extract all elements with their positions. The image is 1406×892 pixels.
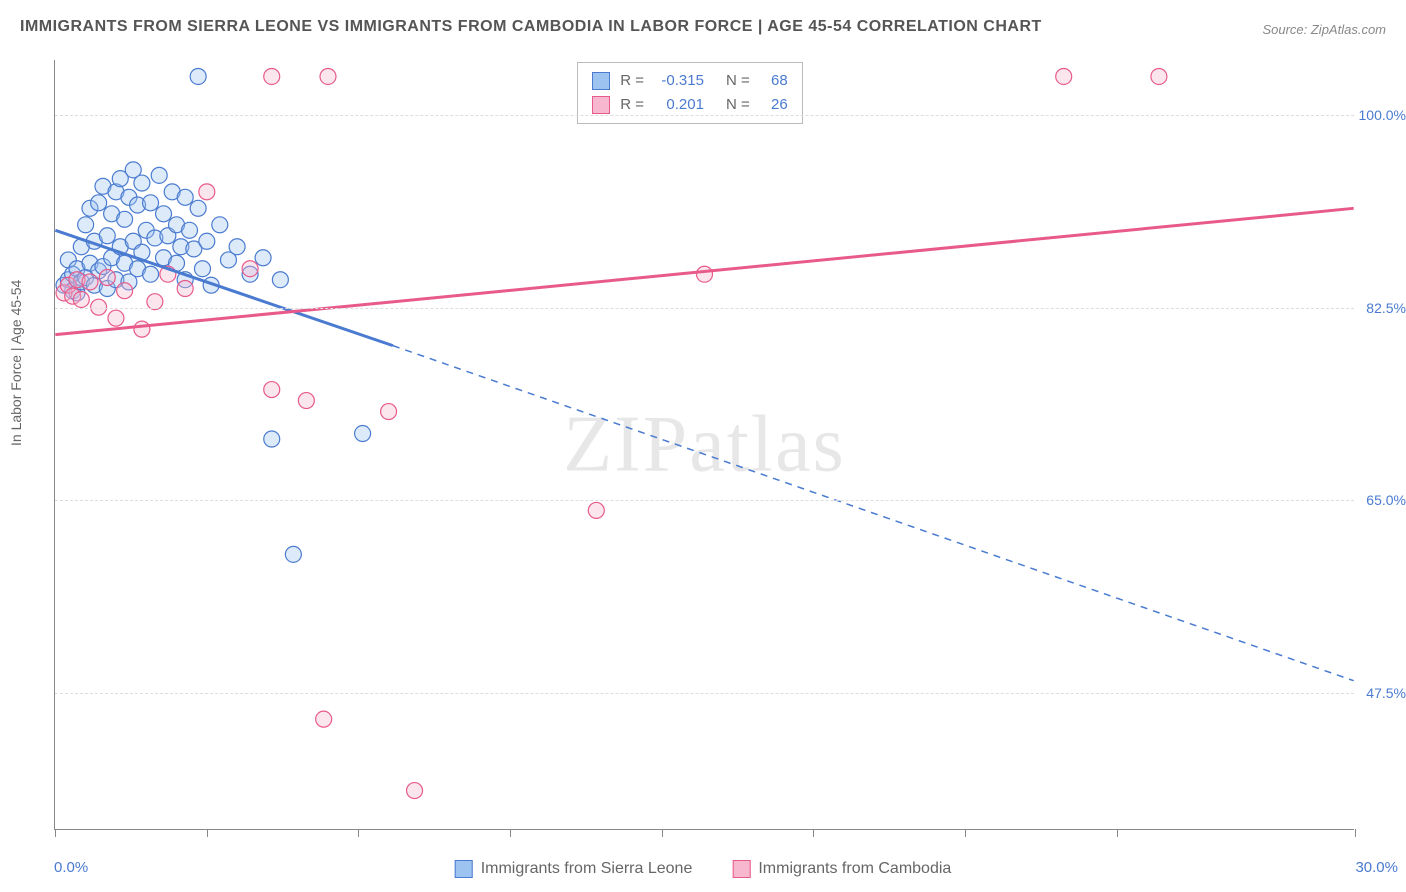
- data-point: [264, 68, 280, 84]
- x-tick: [965, 829, 966, 837]
- legend-item-series2: Immigrants from Cambodia: [732, 860, 951, 878]
- data-point: [381, 404, 397, 420]
- gridline: [55, 115, 1354, 116]
- x-tick: [510, 829, 511, 837]
- x-tick: [1117, 829, 1118, 837]
- data-point: [143, 266, 159, 282]
- inset-r-label: R =: [620, 93, 644, 117]
- x-tick: [1355, 829, 1356, 837]
- data-point: [117, 283, 133, 299]
- data-point: [91, 195, 107, 211]
- data-point: [285, 546, 301, 562]
- inset-legend-row: R = 0.201 N = 26: [592, 93, 788, 117]
- x-axis-min-label: 0.0%: [54, 859, 88, 876]
- data-point: [316, 711, 332, 727]
- source-label: Source: ZipAtlas.com: [1262, 22, 1386, 37]
- data-point: [298, 393, 314, 409]
- data-point: [199, 233, 215, 249]
- data-point: [264, 431, 280, 447]
- data-point: [199, 184, 215, 200]
- chart-title: IMMIGRANTS FROM SIERRA LEONE VS IMMIGRAN…: [20, 18, 1042, 36]
- chart-svg: [55, 60, 1354, 829]
- x-tick: [662, 829, 663, 837]
- data-point: [182, 222, 198, 238]
- data-point: [73, 291, 89, 307]
- data-point: [320, 68, 336, 84]
- data-point: [151, 167, 167, 183]
- data-point: [255, 250, 271, 266]
- data-point: [78, 217, 94, 233]
- inset-n-value: 26: [760, 93, 788, 117]
- legend-swatch-2: [732, 860, 750, 878]
- data-point: [588, 502, 604, 518]
- data-point: [99, 270, 115, 286]
- data-point: [355, 426, 371, 442]
- inset-r-label: R =: [620, 69, 644, 93]
- data-point: [407, 783, 423, 799]
- data-point: [242, 261, 258, 277]
- inset-n-label: N =: [726, 93, 750, 117]
- data-point: [264, 382, 280, 398]
- x-tick: [358, 829, 359, 837]
- y-axis-label: In Labor Force | Age 45-54: [8, 280, 24, 446]
- inset-n-label: N =: [726, 69, 750, 93]
- legend-item-series1: Immigrants from Sierra Leone: [455, 860, 693, 878]
- data-point: [143, 195, 159, 211]
- y-tick-label: 65.0%: [1358, 492, 1406, 508]
- data-point: [272, 272, 288, 288]
- data-point: [190, 68, 206, 84]
- y-tick-label: 100.0%: [1358, 107, 1406, 123]
- gridline: [55, 693, 1354, 694]
- data-point: [194, 261, 210, 277]
- data-point: [177, 281, 193, 297]
- data-point: [697, 266, 713, 282]
- legend-swatch-1: [455, 860, 473, 878]
- x-tick: [207, 829, 208, 837]
- inset-r-value: -0.315: [654, 69, 704, 93]
- inset-swatch: [592, 96, 610, 114]
- data-point: [177, 189, 193, 205]
- data-point: [1056, 68, 1072, 84]
- data-point: [82, 274, 98, 290]
- x-tick: [55, 829, 56, 837]
- y-tick-label: 47.5%: [1358, 685, 1406, 701]
- x-tick: [813, 829, 814, 837]
- gridline: [55, 500, 1354, 501]
- inset-swatch: [592, 72, 610, 90]
- x-axis-max-label: 30.0%: [1355, 859, 1398, 876]
- data-point: [134, 175, 150, 191]
- inset-n-value: 68: [760, 69, 788, 93]
- data-point: [99, 228, 115, 244]
- legend-label-2: Immigrants from Cambodia: [758, 860, 951, 878]
- inset-r-value: 0.201: [654, 93, 704, 117]
- plot-area: ZIPatlas R =-0.315N =68R =0.201N =26 100…: [54, 60, 1354, 830]
- data-point: [134, 321, 150, 337]
- data-point: [229, 239, 245, 255]
- gridline: [55, 308, 1354, 309]
- y-tick-label: 82.5%: [1358, 300, 1406, 316]
- data-point: [117, 211, 133, 227]
- data-point: [108, 310, 124, 326]
- data-point: [212, 217, 228, 233]
- inset-legend-row: R = -0.315 N = 68: [592, 69, 788, 93]
- data-point: [1151, 68, 1167, 84]
- trend-line-dashed: [393, 346, 1354, 681]
- legend-label-1: Immigrants from Sierra Leone: [481, 860, 693, 878]
- data-point: [156, 206, 172, 222]
- data-point: [190, 200, 206, 216]
- bottom-legend: Immigrants from Sierra Leone Immigrants …: [455, 860, 952, 878]
